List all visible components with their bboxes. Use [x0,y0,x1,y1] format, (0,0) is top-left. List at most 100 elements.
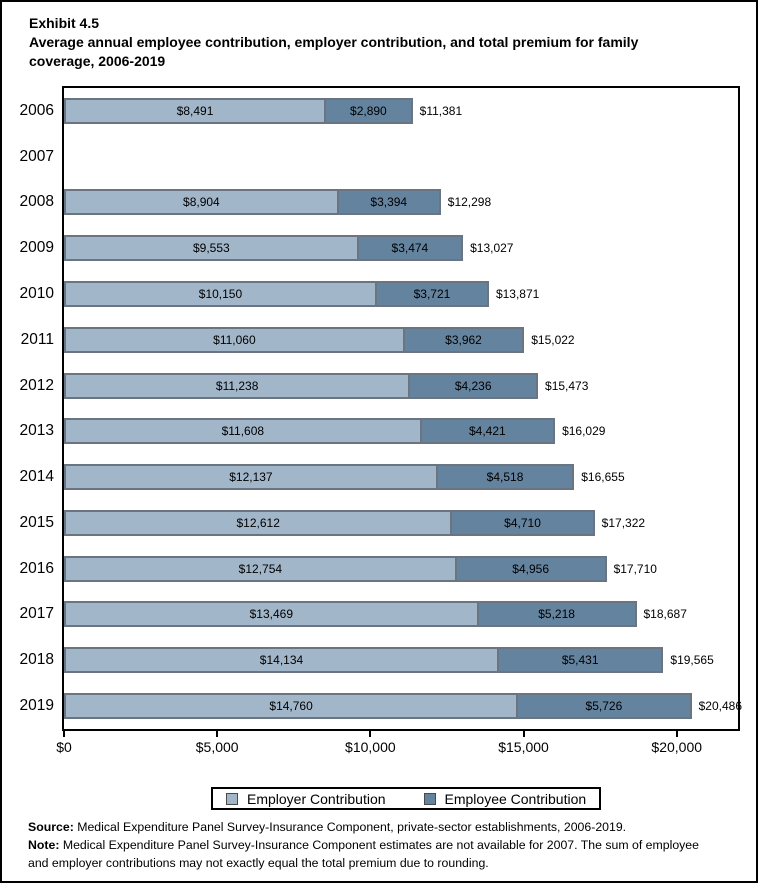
bar-row-2007: 2007 [20,134,738,180]
year-label: 2017 [19,605,54,623]
year-label: 2015 [19,513,54,531]
year-label: 2011 [20,330,54,348]
employee-segment: $4,518 [435,464,575,491]
year-label: 2018 [19,651,54,669]
source-text: Medical Expenditure Panel Survey-Insuran… [73,820,627,834]
employer-segment: $8,904 [64,189,337,216]
bar-row-2006: 2006 $8,491 $2,890 $11,381 [20,88,738,134]
employee-segment: $5,431 [497,647,664,674]
total-label: $18,687 [643,607,687,622]
employer-segment: $11,060 [64,326,403,353]
employer-segment: $14,134 [64,647,497,674]
bar-row-2011: 2011 $11,060 $3,962 $15,022 [21,317,738,363]
employer-segment: $10,150 [64,281,375,308]
year-label: 2014 [19,468,54,486]
stacked-bar: $11,060 $3,962 [64,326,525,353]
total-label: $20,486 [698,699,742,714]
employee-segment: $3,962 [402,326,525,353]
bar-row-2014: 2014 $12,137 $4,518 $16,655 [20,454,738,500]
x-axis-tick-label: $10,000 [345,739,396,755]
legend-label-employer: Employer Contribution [247,790,386,807]
total-label: $11,381 [419,103,463,118]
bar-row-2016: 2016 $12,754 $4,956 $17,710 [20,546,738,592]
x-axis-tick-label: $15,000 [498,739,549,755]
total-label: $15,022 [531,332,575,347]
total-label: $17,322 [601,515,646,530]
total-label: $16,655 [581,470,625,485]
x-axis-tick-label: $5,000 [195,739,239,755]
stacked-bar: $8,491 $2,890 [64,97,413,124]
stacked-bar: $12,137 $4,518 [64,464,575,491]
total-label: $13,871 [495,287,540,302]
bar-row-2008: 2008 $8,904 $3,394 $12,298 [20,180,738,226]
stacked-bar: $14,134 $5,431 [64,647,664,674]
stacked-bar: $12,754 $4,956 [64,555,607,582]
employer-segment: $11,608 [64,418,420,445]
footer-note: Note: Medical Expenditure Panel Survey-I… [28,836,706,872]
employee-segment: $5,218 [476,601,637,628]
employer-segment: $11,238 [64,372,409,399]
x-axis-tick [522,729,525,737]
employer-segment: $13,469 [64,601,477,628]
employer-swatch-icon [226,792,238,805]
employer-segment: $12,612 [64,509,451,536]
source-label: Source: [28,820,74,834]
year-label: 2012 [19,376,54,394]
employee-segment: $4,236 [408,372,539,399]
legend: Employer Contribution Employee Contribut… [211,787,602,810]
bar-row-2012: 2012 $11,238 $4,236 $15,473 [20,363,738,409]
total-label: $15,473 [545,378,589,393]
x-axis-tick [216,729,219,737]
x-axis-tick-label: $0 [56,739,72,755]
bar-row-2019: 2019 $14,760 $5,726 $20,486 [20,683,742,729]
note-text: Medical Expenditure Panel Survey-Insuran… [28,838,699,870]
note-label: Note: [28,838,60,852]
bar-row-2009: 2009 $9,553 $3,474 $13,027 [20,225,738,271]
stacked-bar: $9,553 $3,474 [64,235,464,262]
employee-segment: $4,421 [419,418,556,445]
employee-segment: $3,474 [356,235,464,262]
chart-title-line2: coverage, 2006-2019 [29,53,166,69]
x-axis-tick-label: $20,000 [651,739,703,755]
exhibit-number: Exhibit 4.5 [29,15,100,31]
footer-source: Source: Medical Expenditure Panel Survey… [28,818,706,836]
x-axis-tick [675,729,678,737]
employer-segment: $14,760 [64,693,517,720]
chart-title-line1: Average annual employee contribution, em… [29,34,639,50]
year-label: 2016 [19,559,54,577]
year-label: 2007 [19,147,54,165]
total-label: $13,027 [470,241,514,256]
x-axis-tick [63,729,65,737]
footer-notes: Source: Medical Expenditure Panel Survey… [28,818,706,872]
plot-area: 2006 $8,491 $2,890 $11,381 2007 2008 $8,904 $3,… [20,86,742,755]
stacked-bar: $14,760 $5,726 [64,693,692,720]
bar-row-2015: 2015 $12,612 $4,710 $17,322 [20,500,738,546]
legend-item-employee: Employee Contribution [423,790,587,807]
employee-segment: $4,956 [454,555,607,582]
stacked-bar: $11,238 $4,236 [64,372,539,399]
employer-segment: $8,491 [64,97,325,124]
employee-segment: $2,890 [324,97,413,124]
employee-swatch-icon [423,792,436,805]
year-label: 2006 [19,101,54,119]
year-label: 2019 [19,697,54,715]
employer-segment: $12,137 [64,464,436,491]
chart-title: Exhibit 4.5 Average annual employee cont… [29,14,735,71]
year-label: 2008 [19,193,54,211]
total-label: $19,565 [670,653,714,668]
employee-segment: $3,394 [336,189,441,216]
bar-row-2017: 2017 $13,469 $5,218 $18,687 [20,592,738,638]
stacked-bar: $12,612 $4,710 [64,509,595,536]
bar-row-2018: 2018 $14,134 $5,431 $19,565 [20,637,738,683]
stacked-bar: $10,150 $3,721 [64,281,489,308]
employee-segment: $3,721 [374,281,489,308]
bar-row-2010: 2010 $10,150 $3,721 $13,871 [20,271,738,317]
stacked-bar: $8,904 $3,394 [64,189,441,216]
total-label: $12,298 [447,195,492,210]
legend-label-employee: Employee Contribution [444,790,587,807]
total-label: $17,710 [613,561,657,576]
total-label: $16,029 [562,424,606,439]
bar-row-2013: 2013 $11,608 $4,421 $16,029 [20,408,738,454]
year-label: 2010 [19,285,54,303]
employer-segment: $9,553 [64,235,357,262]
